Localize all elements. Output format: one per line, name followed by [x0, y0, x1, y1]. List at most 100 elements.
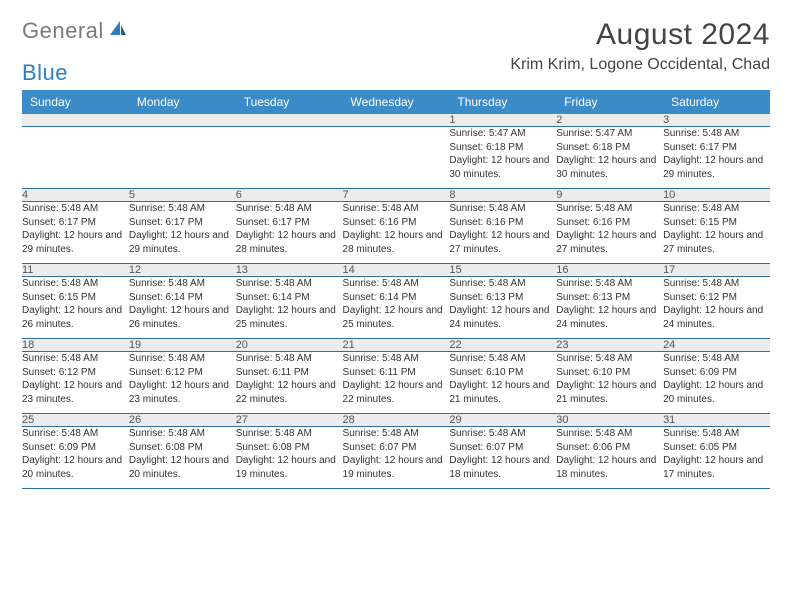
sunset-line: Sunset: 6:07 PM — [449, 441, 556, 455]
daylight-line: Daylight: 12 hours and 29 minutes. — [663, 154, 770, 181]
day-number-cell: 28 — [343, 414, 450, 427]
day-detail-cell: Sunrise: 5:48 AMSunset: 6:16 PMDaylight:… — [556, 202, 663, 264]
day-detail-cell — [236, 127, 343, 189]
calendar-table: Sunday Monday Tuesday Wednesday Thursday… — [22, 90, 770, 489]
day-detail-cell: Sunrise: 5:48 AMSunset: 6:15 PMDaylight:… — [663, 202, 770, 264]
sunrise-line: Sunrise: 5:48 AM — [343, 427, 450, 441]
day-number-cell: 13 — [236, 264, 343, 277]
weekday-header: Saturday — [663, 90, 770, 114]
daylight-line: Daylight: 12 hours and 19 minutes. — [236, 454, 343, 481]
sunset-line: Sunset: 6:08 PM — [236, 441, 343, 455]
day-number-cell: 2 — [556, 114, 663, 127]
sunrise-line: Sunrise: 5:48 AM — [236, 202, 343, 216]
sunrise-line: Sunrise: 5:48 AM — [663, 277, 770, 291]
sunset-line: Sunset: 6:15 PM — [22, 291, 129, 305]
day-detail-cell: Sunrise: 5:48 AMSunset: 6:15 PMDaylight:… — [22, 277, 129, 339]
sunset-line: Sunset: 6:11 PM — [236, 366, 343, 380]
day-detail-row: Sunrise: 5:48 AMSunset: 6:12 PMDaylight:… — [22, 352, 770, 414]
day-detail-cell: Sunrise: 5:47 AMSunset: 6:18 PMDaylight:… — [556, 127, 663, 189]
sunset-line: Sunset: 6:16 PM — [343, 216, 450, 230]
day-detail-cell: Sunrise: 5:48 AMSunset: 6:08 PMDaylight:… — [236, 427, 343, 489]
day-detail-cell: Sunrise: 5:48 AMSunset: 6:07 PMDaylight:… — [343, 427, 450, 489]
daylight-line: Daylight: 12 hours and 24 minutes. — [663, 304, 770, 331]
sunrise-line: Sunrise: 5:48 AM — [556, 427, 663, 441]
day-detail-cell: Sunrise: 5:48 AMSunset: 6:14 PMDaylight:… — [343, 277, 450, 339]
daylight-line: Daylight: 12 hours and 24 minutes. — [449, 304, 556, 331]
day-number-cell: 19 — [129, 339, 236, 352]
day-number-row: 18192021222324 — [22, 339, 770, 352]
daylight-line: Daylight: 12 hours and 21 minutes. — [449, 379, 556, 406]
daylight-line: Daylight: 12 hours and 30 minutes. — [556, 154, 663, 181]
sunrise-line: Sunrise: 5:48 AM — [449, 427, 556, 441]
sunset-line: Sunset: 6:12 PM — [129, 366, 236, 380]
day-number-row: 123 — [22, 114, 770, 127]
day-detail-cell — [129, 127, 236, 189]
day-number-row: 45678910 — [22, 189, 770, 202]
day-number-cell: 3 — [663, 114, 770, 127]
sunset-line: Sunset: 6:12 PM — [663, 291, 770, 305]
sunrise-line: Sunrise: 5:48 AM — [449, 277, 556, 291]
daylight-line: Daylight: 12 hours and 20 minutes. — [129, 454, 236, 481]
day-number-cell: 12 — [129, 264, 236, 277]
day-number-cell: 8 — [449, 189, 556, 202]
day-number-cell: 22 — [449, 339, 556, 352]
day-number-cell: 26 — [129, 414, 236, 427]
daylight-line: Daylight: 12 hours and 26 minutes. — [129, 304, 236, 331]
day-number-cell: 23 — [556, 339, 663, 352]
day-detail-cell: Sunrise: 5:48 AMSunset: 6:14 PMDaylight:… — [236, 277, 343, 339]
day-number-cell: 14 — [343, 264, 450, 277]
day-detail-cell: Sunrise: 5:48 AMSunset: 6:12 PMDaylight:… — [663, 277, 770, 339]
sunset-line: Sunset: 6:06 PM — [556, 441, 663, 455]
day-detail-cell: Sunrise: 5:48 AMSunset: 6:17 PMDaylight:… — [22, 202, 129, 264]
sunset-line: Sunset: 6:12 PM — [22, 366, 129, 380]
sunset-line: Sunset: 6:14 PM — [236, 291, 343, 305]
day-number-cell: 16 — [556, 264, 663, 277]
sunrise-line: Sunrise: 5:48 AM — [556, 352, 663, 366]
day-detail-cell: Sunrise: 5:48 AMSunset: 6:10 PMDaylight:… — [449, 352, 556, 414]
day-number-cell: 7 — [343, 189, 450, 202]
day-detail-cell: Sunrise: 5:48 AMSunset: 6:09 PMDaylight:… — [663, 352, 770, 414]
logo-word-1: General — [22, 18, 104, 44]
sunset-line: Sunset: 6:17 PM — [236, 216, 343, 230]
day-detail-cell: Sunrise: 5:48 AMSunset: 6:06 PMDaylight:… — [556, 427, 663, 489]
daylight-line: Daylight: 12 hours and 21 minutes. — [556, 379, 663, 406]
sunset-line: Sunset: 6:09 PM — [22, 441, 129, 455]
sunrise-line: Sunrise: 5:48 AM — [236, 277, 343, 291]
day-detail-row: Sunrise: 5:47 AMSunset: 6:18 PMDaylight:… — [22, 127, 770, 189]
day-number-cell: 10 — [663, 189, 770, 202]
sunrise-line: Sunrise: 5:48 AM — [663, 427, 770, 441]
sunrise-line: Sunrise: 5:47 AM — [556, 127, 663, 141]
sunrise-line: Sunrise: 5:48 AM — [663, 202, 770, 216]
logo: General — [22, 18, 130, 44]
day-detail-cell: Sunrise: 5:48 AMSunset: 6:11 PMDaylight:… — [236, 352, 343, 414]
sunrise-line: Sunrise: 5:47 AM — [449, 127, 556, 141]
weekday-header: Thursday — [449, 90, 556, 114]
daylight-line: Daylight: 12 hours and 27 minutes. — [449, 229, 556, 256]
sunrise-line: Sunrise: 5:48 AM — [449, 202, 556, 216]
daylight-line: Daylight: 12 hours and 29 minutes. — [129, 229, 236, 256]
daylight-line: Daylight: 12 hours and 17 minutes. — [663, 454, 770, 481]
daylight-line: Daylight: 12 hours and 25 minutes. — [236, 304, 343, 331]
day-detail-row: Sunrise: 5:48 AMSunset: 6:15 PMDaylight:… — [22, 277, 770, 339]
day-number-cell — [343, 114, 450, 127]
daylight-line: Daylight: 12 hours and 19 minutes. — [343, 454, 450, 481]
day-detail-cell: Sunrise: 5:47 AMSunset: 6:18 PMDaylight:… — [449, 127, 556, 189]
sunrise-line: Sunrise: 5:48 AM — [663, 127, 770, 141]
day-number-cell: 4 — [22, 189, 129, 202]
sunrise-line: Sunrise: 5:48 AM — [22, 352, 129, 366]
daylight-line: Daylight: 12 hours and 25 minutes. — [343, 304, 450, 331]
weekday-header: Tuesday — [236, 90, 343, 114]
sunrise-line: Sunrise: 5:48 AM — [129, 277, 236, 291]
daylight-line: Daylight: 12 hours and 18 minutes. — [449, 454, 556, 481]
sunset-line: Sunset: 6:05 PM — [663, 441, 770, 455]
sunrise-line: Sunrise: 5:48 AM — [556, 277, 663, 291]
sunset-line: Sunset: 6:14 PM — [343, 291, 450, 305]
sunrise-line: Sunrise: 5:48 AM — [129, 352, 236, 366]
sunrise-line: Sunrise: 5:48 AM — [236, 352, 343, 366]
day-number-cell: 15 — [449, 264, 556, 277]
day-number-cell: 27 — [236, 414, 343, 427]
day-detail-cell: Sunrise: 5:48 AMSunset: 6:10 PMDaylight:… — [556, 352, 663, 414]
day-number-cell: 20 — [236, 339, 343, 352]
day-detail-cell: Sunrise: 5:48 AMSunset: 6:17 PMDaylight:… — [663, 127, 770, 189]
day-detail-cell: Sunrise: 5:48 AMSunset: 6:08 PMDaylight:… — [129, 427, 236, 489]
